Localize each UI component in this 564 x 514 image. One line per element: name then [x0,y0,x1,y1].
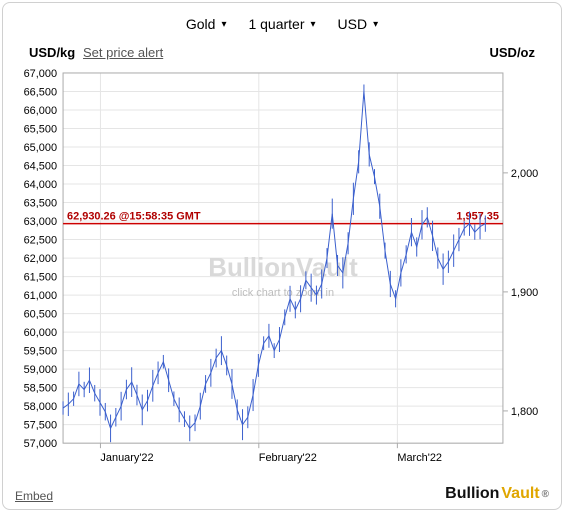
svg-text:February'22: February'22 [259,452,317,464]
embed-link[interactable]: Embed [15,489,53,503]
brand-logo: BullionVault® [445,485,549,503]
svg-text:click chart to zoom in: click chart to zoom in [232,287,334,299]
svg-text:1,800: 1,800 [511,406,538,418]
set-price-alert-link[interactable]: Set price alert [83,45,163,60]
svg-text:66,000: 66,000 [24,105,57,117]
range-dropdown[interactable]: 1 quarter ▾ [242,14,321,34]
svg-text:65,500: 65,500 [24,123,57,135]
svg-text:January'22: January'22 [100,452,153,464]
axis-labels-row: USD/kg Set price alert USD/oz [3,45,561,65]
chevron-down-icon: ▾ [373,19,378,30]
logo-text-a: Bullion [445,485,499,503]
controls-row: Gold ▾ 1 quarter ▾ USD ▾ [3,3,561,45]
svg-text:66,500: 66,500 [24,86,57,98]
svg-text:60,500: 60,500 [24,309,57,321]
svg-text:62,930.26 @15:58:35 GMT: 62,930.26 @15:58:35 GMT [67,211,201,223]
right-axis-title: USD/oz [490,45,536,60]
left-axis-title: USD/kg [29,45,75,60]
svg-text:57,500: 57,500 [24,420,57,432]
price-chart[interactable]: 57,000 57,500 58,000 58,500 59,000 59,500 60,0… [11,65,553,479]
svg-text:67,000: 67,000 [24,68,57,80]
svg-text:59,500: 59,500 [24,346,57,358]
svg-text:1,900: 1,900 [511,287,538,299]
logo-text-b: Vault [501,485,539,503]
metal-value: Gold [186,16,216,32]
svg-text:64,500: 64,500 [24,160,57,172]
svg-text:63,500: 63,500 [24,198,57,210]
metal-dropdown[interactable]: Gold ▾ [180,14,233,34]
svg-text:BullionVault: BullionVault [208,254,358,282]
svg-text:64,000: 64,000 [24,179,57,191]
svg-text:62,000: 62,000 [24,253,57,265]
chevron-down-icon: ▾ [221,19,226,30]
svg-text:2,000: 2,000 [511,168,538,180]
svg-text:61,500: 61,500 [24,272,57,284]
svg-text:63,000: 63,000 [24,216,57,228]
svg-text:60,000: 60,000 [24,327,57,339]
svg-text:58,500: 58,500 [24,383,57,395]
svg-text:58,000: 58,000 [24,401,57,413]
svg-text:57,000: 57,000 [24,438,57,450]
chart-card: Gold ▾ 1 quarter ▾ USD ▾ USD/kg Set pric… [2,2,562,510]
svg-text:61,000: 61,000 [24,290,57,302]
svg-text:March'22: March'22 [397,452,442,464]
currency-value: USD [338,16,368,32]
range-value: 1 quarter [248,16,304,32]
svg-text:59,000: 59,000 [24,364,57,376]
chevron-down-icon: ▾ [311,19,316,30]
svg-text:65,000: 65,000 [24,142,57,154]
currency-dropdown[interactable]: USD ▾ [332,14,385,34]
registered-icon: ® [542,489,549,500]
svg-text:1,957.35: 1,957.35 [456,211,499,223]
chart-area[interactable]: 57,000 57,500 58,000 58,500 59,000 59,500 60,0… [11,65,553,479]
svg-text:62,500: 62,500 [24,235,57,247]
